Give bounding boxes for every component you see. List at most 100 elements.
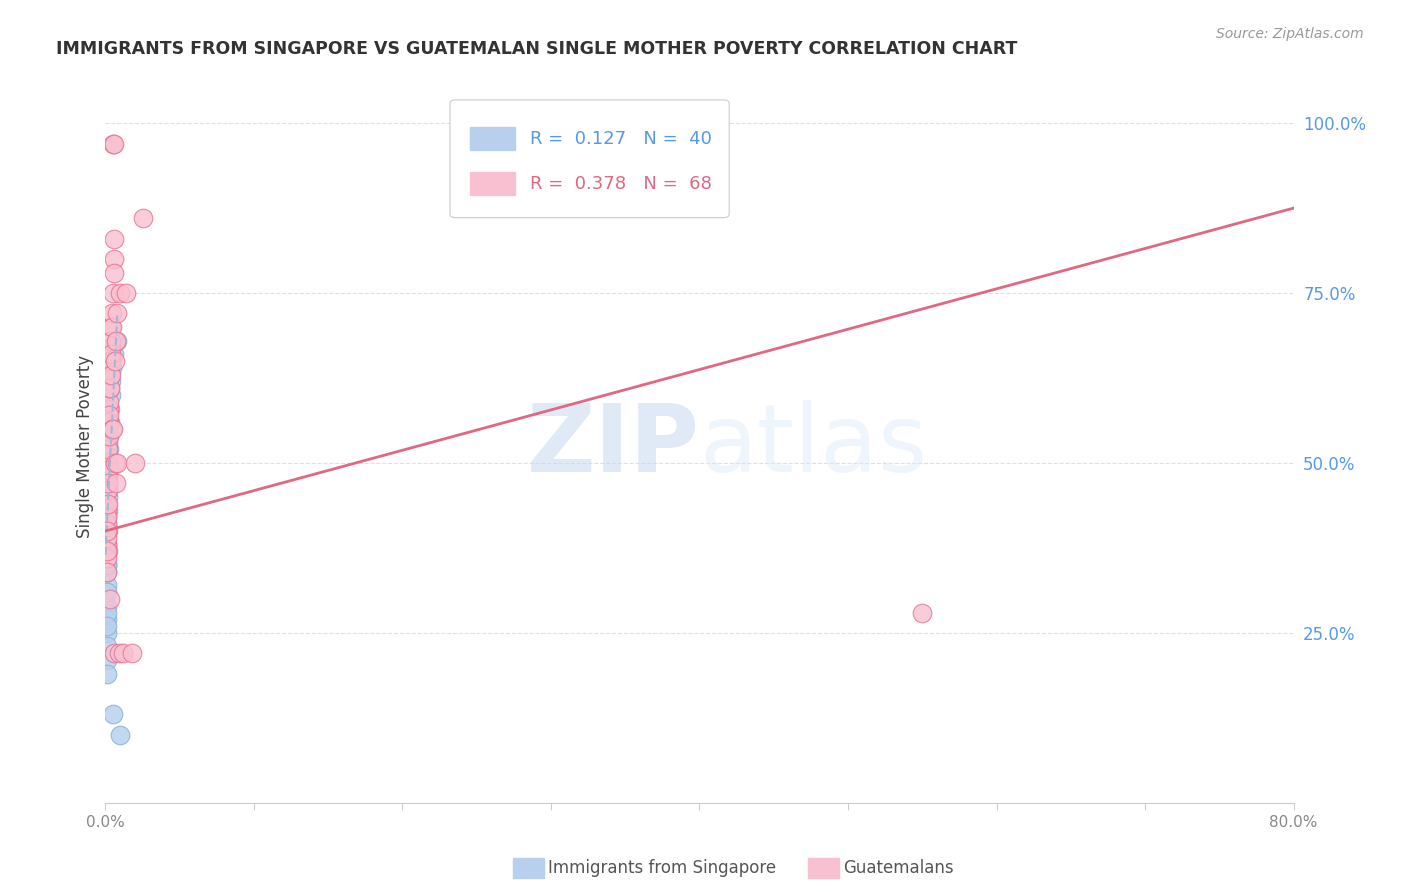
- Point: [98, 409, 121, 423]
- Point: [101, 707, 124, 722]
- Point: [96, 524, 118, 538]
- Point: [96, 537, 118, 551]
- Point: [97, 463, 120, 477]
- Point: [101, 286, 124, 301]
- Point: [100, 368, 122, 382]
- Point: [103, 232, 125, 246]
- Point: [115, 286, 138, 301]
- Point: [96, 558, 118, 572]
- Point: [96, 544, 118, 558]
- Point: [100, 320, 122, 334]
- Text: Guatemalans: Guatemalans: [844, 859, 955, 877]
- Point: [97, 456, 120, 470]
- Point: [97, 442, 120, 457]
- Point: [103, 136, 125, 151]
- Point: [97, 483, 120, 498]
- Point: [96, 503, 118, 517]
- Point: [96, 537, 118, 551]
- Point: [121, 646, 143, 660]
- Point: [98, 591, 121, 606]
- Point: [96, 565, 118, 579]
- Point: [105, 334, 128, 348]
- Point: [96, 524, 118, 538]
- Point: [96, 537, 118, 551]
- Point: [105, 306, 128, 320]
- Point: [96, 524, 118, 538]
- Point: [97, 490, 120, 504]
- Point: [96, 626, 118, 640]
- Point: [96, 510, 118, 524]
- Point: [97, 456, 120, 470]
- Point: [96, 497, 118, 511]
- Point: [97, 429, 120, 443]
- Point: [100, 375, 122, 389]
- Point: [108, 646, 131, 660]
- Text: IMMIGRANTS FROM SINGAPORE VS GUATEMALAN SINGLE MOTHER POVERTY CORRELATION CHART: IMMIGRANTS FROM SINGAPORE VS GUATEMALAN …: [56, 40, 1018, 58]
- Point: [97, 476, 120, 491]
- Point: [96, 510, 118, 524]
- Point: [98, 401, 121, 416]
- Point: [100, 388, 122, 402]
- FancyBboxPatch shape: [450, 100, 730, 218]
- Point: [97, 463, 120, 477]
- Point: [98, 429, 121, 443]
- Point: [97, 469, 120, 483]
- Point: [105, 456, 128, 470]
- Point: [96, 585, 118, 599]
- Bar: [470, 127, 516, 150]
- Point: [911, 606, 934, 620]
- Point: [104, 354, 127, 368]
- Point: [97, 435, 120, 450]
- Point: [96, 551, 118, 566]
- Point: [96, 517, 118, 532]
- Point: [96, 497, 118, 511]
- Text: R =  0.127   N =  40: R = 0.127 N = 40: [530, 130, 711, 148]
- Point: [101, 320, 124, 334]
- Text: ZIP: ZIP: [527, 400, 700, 492]
- Point: [97, 483, 120, 498]
- Text: Source: ZipAtlas.com: Source: ZipAtlas.com: [1216, 27, 1364, 41]
- Point: [98, 368, 121, 382]
- Point: [103, 646, 125, 660]
- Point: [103, 266, 125, 280]
- Point: [97, 442, 120, 457]
- Point: [100, 347, 122, 361]
- Point: [98, 354, 121, 368]
- Point: [96, 612, 118, 626]
- Point: [100, 354, 122, 368]
- Point: [101, 136, 124, 151]
- Point: [96, 619, 118, 633]
- Text: □: □: [517, 857, 537, 877]
- Point: [97, 544, 120, 558]
- Point: [131, 211, 153, 226]
- Point: [96, 666, 118, 681]
- Point: [96, 544, 118, 558]
- Point: [96, 537, 118, 551]
- Point: [96, 578, 118, 592]
- Bar: [470, 127, 516, 150]
- Point: [96, 531, 118, 545]
- Point: [96, 653, 118, 667]
- Point: [97, 524, 120, 538]
- Point: [101, 306, 124, 320]
- Point: [103, 347, 125, 361]
- Point: [96, 640, 118, 654]
- Point: [104, 476, 127, 491]
- Point: [97, 476, 120, 491]
- Point: [97, 415, 120, 429]
- Point: [96, 551, 118, 566]
- Point: [97, 429, 120, 443]
- Point: [98, 415, 121, 429]
- Point: [96, 483, 118, 498]
- Point: [110, 728, 132, 742]
- Point: [112, 646, 135, 660]
- Point: [110, 286, 132, 301]
- Point: [96, 558, 118, 572]
- Point: [97, 401, 120, 416]
- Point: [100, 341, 122, 355]
- Point: [98, 394, 121, 409]
- Point: [97, 415, 120, 429]
- Text: R =  0.378   N =  68: R = 0.378 N = 68: [530, 175, 711, 193]
- Point: [96, 606, 118, 620]
- Text: atlas: atlas: [700, 400, 928, 492]
